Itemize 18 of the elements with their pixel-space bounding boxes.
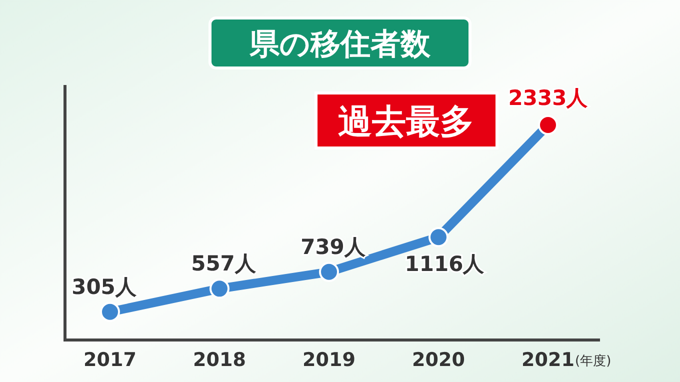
point	[538, 115, 558, 135]
data-label: 305人	[72, 274, 138, 299]
point	[100, 302, 120, 322]
point	[210, 278, 230, 299]
data-label: 1116人	[404, 252, 486, 276]
x-tick-label: 2020	[412, 349, 465, 371]
x-tick-label: 2018	[193, 349, 246, 371]
data-label: 557人	[191, 252, 257, 276]
point	[319, 262, 339, 282]
chart-title: 県の移住者数	[248, 27, 432, 62]
data-label: 739人	[300, 234, 366, 259]
x-axis-title: (年度)	[575, 353, 612, 369]
annotation: 過去最多	[338, 102, 474, 142]
x-tick-label: 2019	[302, 349, 356, 371]
data-label: 2333人	[508, 86, 589, 110]
point	[428, 227, 448, 248]
x-tick-label: 2017	[84, 349, 136, 371]
x-tick-label: 2021	[522, 349, 574, 371]
